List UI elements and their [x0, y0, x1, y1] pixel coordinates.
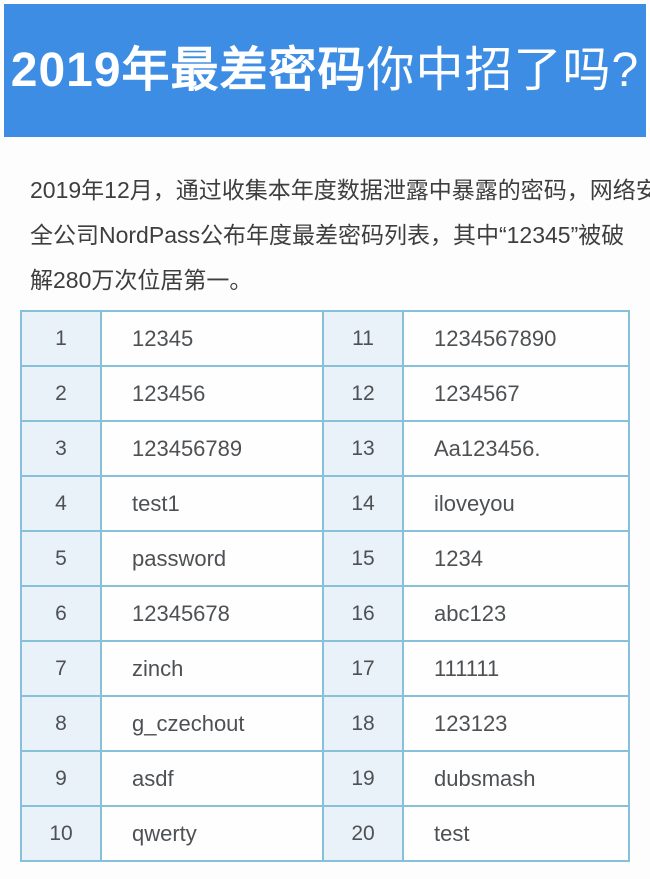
page-title-light: 你中招了吗?	[366, 43, 640, 97]
rank-cell-left: 6	[20, 585, 102, 642]
table-row: 8 g_czechout 18 123123	[20, 695, 630, 752]
rank-cell-right: 18	[322, 695, 404, 752]
password-cell-right: 1234	[402, 530, 630, 587]
password-cell-right: 111111	[402, 640, 630, 697]
password-cell-right: 123123	[402, 695, 630, 752]
table-row: 7 zinch 17 111111	[20, 640, 630, 697]
header-banner: 2019年最差密码你中招了吗?	[4, 4, 646, 137]
rank-cell-right: 12	[322, 365, 404, 422]
password-cell-right: Aa123456.	[402, 420, 630, 477]
password-cell-right: iloveyou	[402, 475, 630, 532]
table-row: 4 test1 14 iloveyou	[20, 475, 630, 532]
rank-cell-left: 9	[20, 750, 102, 807]
rank-cell-right: 13	[322, 420, 404, 477]
password-cell-right: 1234567890	[402, 310, 630, 367]
table-row: 6 12345678 16 abc123	[20, 585, 630, 642]
table-row: 2 123456 12 1234567	[20, 365, 630, 422]
table-row: 9 asdf 19 dubsmash	[20, 750, 630, 807]
password-cell-right: 1234567	[402, 365, 630, 422]
password-cell-right: test	[402, 805, 630, 862]
intro-line-1: 2019年12月，通过收集本年度数据泄露中暴露的密码，网络安	[30, 177, 650, 203]
password-table-body: 1 12345 11 1234567890 2 123456 12 123456…	[20, 310, 630, 862]
intro-line-2: 全公司NordPass公布年度最差密码列表，其中“12345”被破	[30, 222, 625, 248]
page-title: 2019年最差密码你中招了吗?	[10, 43, 640, 97]
password-cell-left: test1	[100, 475, 324, 532]
rank-cell-left: 3	[20, 420, 102, 477]
table-row: 10 qwerty 20 test	[20, 805, 630, 862]
password-cell-left: asdf	[100, 750, 324, 807]
intro-line-3: 解280万次位居第一。	[30, 267, 253, 293]
password-cell-left: qwerty	[100, 805, 324, 862]
password-cell-right: abc123	[402, 585, 630, 642]
rank-cell-left: 2	[20, 365, 102, 422]
password-cell-left: 123456789	[100, 420, 324, 477]
table-row: 5 password 15 1234	[20, 530, 630, 587]
password-cell-left: g_czechout	[100, 695, 324, 752]
rank-cell-left: 8	[20, 695, 102, 752]
rank-cell-right: 16	[322, 585, 404, 642]
table-row: 1 12345 11 1234567890	[20, 310, 630, 367]
rank-cell-left: 1	[20, 310, 102, 367]
rank-cell-right: 11	[322, 310, 404, 367]
page-title-bold: 2019年最差密码	[10, 43, 367, 97]
password-cell-left: zinch	[100, 640, 324, 697]
rank-cell-left: 4	[20, 475, 102, 532]
rank-cell-right: 15	[322, 530, 404, 587]
rank-cell-right: 19	[322, 750, 404, 807]
password-cell-left: 123456	[100, 365, 324, 422]
password-cell-left: 12345678	[100, 585, 324, 642]
password-table: 1 12345 11 1234567890 2 123456 12 123456…	[20, 310, 630, 862]
rank-cell-left: 7	[20, 640, 102, 697]
rank-cell-left: 5	[20, 530, 102, 587]
intro-paragraph: 2019年12月，通过收集本年度数据泄露中暴露的密码，网络安 全公司NordPa…	[30, 168, 650, 303]
password-cell-left: 12345	[100, 310, 324, 367]
rank-cell-right: 20	[322, 805, 404, 862]
rank-cell-right: 17	[322, 640, 404, 697]
rank-cell-left: 10	[20, 805, 102, 862]
password-cell-left: password	[100, 530, 324, 587]
table-row: 3 123456789 13 Aa123456.	[20, 420, 630, 477]
password-cell-right: dubsmash	[402, 750, 630, 807]
password-table-wrap: 1 12345 11 1234567890 2 123456 12 123456…	[20, 310, 650, 862]
rank-cell-right: 14	[322, 475, 404, 532]
